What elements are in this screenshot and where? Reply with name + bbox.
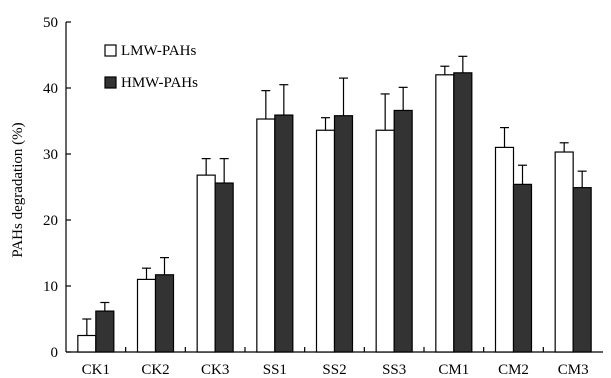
bar-hmw xyxy=(274,114,294,353)
bar-lmw xyxy=(375,129,395,353)
y-axis-label: PAHs degradation (%) xyxy=(10,122,26,257)
x-tick-label: CK2 xyxy=(141,362,169,378)
bar-lmw xyxy=(315,129,336,353)
legend: LMW-PAHs HMW-PAHs xyxy=(104,43,198,91)
x-tick-label: SS2 xyxy=(322,362,346,378)
bar-lmw xyxy=(77,334,97,353)
y-tick-label: 30 xyxy=(43,147,58,163)
x-tick-label: CM3 xyxy=(558,362,589,378)
legend-label-hmw: HMW-PAHs xyxy=(121,75,198,91)
bar-hmw xyxy=(572,187,592,353)
y-tick-label: 50 xyxy=(43,15,58,31)
y-tick-label: 20 xyxy=(43,213,58,229)
bar-lmw xyxy=(196,174,216,353)
y-tick-label: 10 xyxy=(43,279,58,295)
x-tick-label: CK1 xyxy=(82,362,110,378)
x-tick-label: SS3 xyxy=(382,362,406,378)
bar-lmw xyxy=(554,151,574,353)
bar-hmw xyxy=(95,310,115,353)
legend-swatch-lmw xyxy=(104,44,117,57)
x-tick-label: CM2 xyxy=(498,362,529,378)
legend-label-lmw: LMW-PAHs xyxy=(121,43,196,59)
x-tick-label: CK3 xyxy=(201,362,229,378)
bar-hmw xyxy=(154,274,175,353)
bar-hmw xyxy=(512,183,533,353)
legend-swatch-hmw xyxy=(104,76,117,89)
plot-area: 0 10 20 30 40 50 CK1 CK2 CK3 SS1 SS2 SS3 CM1 CM2 CM3 xyxy=(43,15,603,378)
bar-lmw xyxy=(494,146,515,353)
bar-hmw xyxy=(214,182,234,353)
y-tick-label: 0 xyxy=(51,345,59,361)
bar-lmw xyxy=(256,118,276,353)
y-tick-label: 40 xyxy=(43,81,58,97)
bar-hmw xyxy=(333,115,354,353)
bar-hmw xyxy=(453,72,473,353)
bar-lmw xyxy=(136,278,157,353)
x-tick-label: SS1 xyxy=(263,362,287,378)
bar-hmw xyxy=(393,109,413,353)
bar-lmw xyxy=(435,74,455,353)
x-tick-label: CM1 xyxy=(438,362,469,378)
